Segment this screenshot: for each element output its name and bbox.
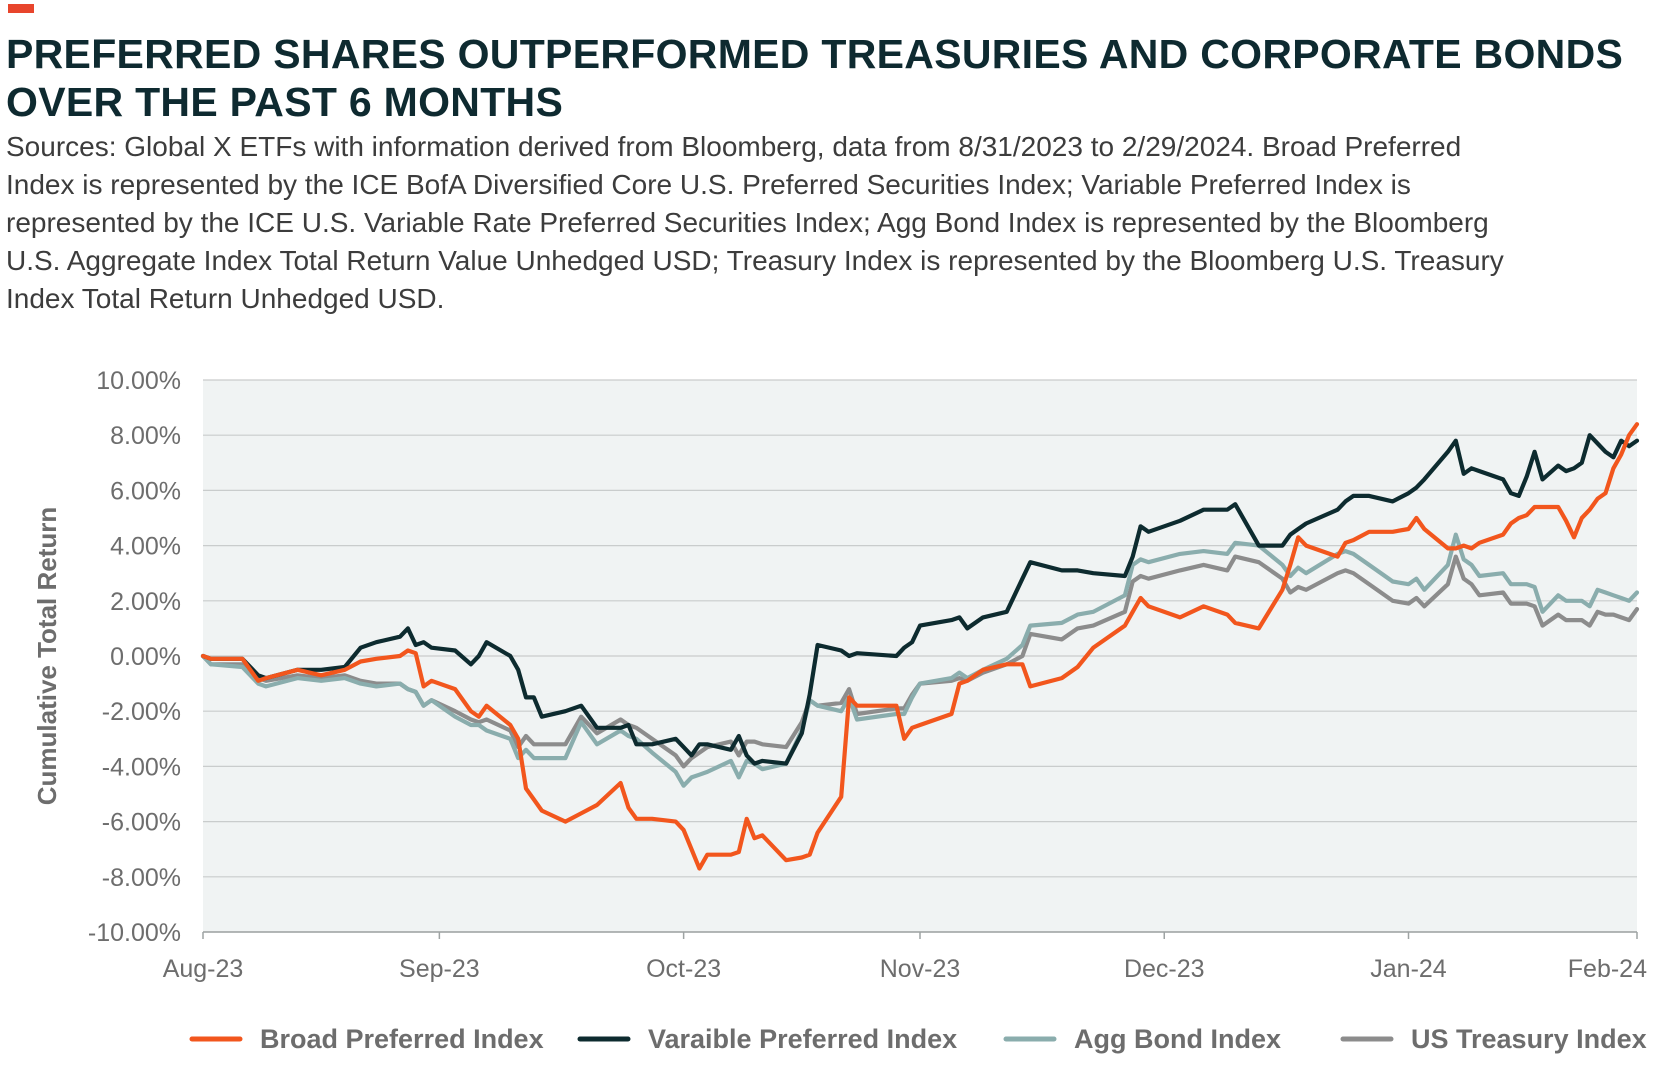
x-tick-label: Feb-24 [1568, 955, 1647, 983]
source-note-line-3: represented by the ICE U.S. Variable Rat… [6, 207, 1489, 238]
chart-title: PREFERRED SHARES OUTPERFORMED TREASURIES… [6, 30, 1646, 126]
y-tick-label: 2.00% [110, 588, 181, 616]
source-note-line-4: U.S. Aggregate Index Total Return Value … [6, 245, 1504, 276]
series-line-us-treasury-index [200, 554, 1640, 769]
legend: Broad Preferred Index Varaible Preferred … [189, 1024, 1647, 1054]
y-tick-label: -8.00% [102, 864, 181, 892]
source-note-line-1: Sources: Global X ETFs with information … [6, 131, 1462, 162]
legend-label-broad-preferred-index: Broad Preferred Index [260, 1024, 544, 1054]
chart-title-line-2: OVER THE PAST 6 MONTHS [6, 79, 564, 125]
source-note: Sources: Global X ETFs with information … [6, 128, 1656, 318]
series-line-broad-preferred-index [200, 422, 1640, 871]
x-tick-label: Aug-23 [163, 955, 244, 983]
y-axis-title: Cumulative Total Return [32, 507, 62, 806]
y-tick-label: 4.00% [110, 533, 181, 561]
y-tick-label: -4.00% [102, 753, 181, 781]
series-lines [200, 422, 1640, 871]
source-note-line-5: Index Total Return Unhedged USD. [6, 283, 445, 314]
x-axis-ticks: Aug-23 Sep-23 Oct-23 Nov-23 Dec-23 Jan-24 Feb-… [163, 932, 1647, 983]
y-tick-label: 8.00% [110, 422, 181, 450]
y-tick-label: -2.00% [102, 698, 181, 726]
legend-label-agg-bond-index: Agg Bond Index [1074, 1024, 1281, 1054]
x-tick-label: Oct-23 [646, 955, 721, 983]
x-tick-label: Nov-23 [880, 955, 961, 983]
series-line-agg-bond-index [200, 532, 1640, 788]
y-tick-label: 10.00% [96, 367, 181, 395]
source-note-line-2: Index is represented by the ICE BofA Div… [6, 169, 1411, 200]
y-tick-label: 0.00% [110, 643, 181, 671]
line-chart: 10.00% 8.00% 6.00% 4.00% 2.00% 0.00% -2.00% -4.… [32, 367, 1647, 1054]
x-tick-label: Sep-23 [399, 955, 480, 983]
legend-label-varaible-preferred-index: Varaible Preferred Index [648, 1024, 957, 1054]
x-tick-label: Jan-24 [1370, 955, 1447, 983]
y-tick-label: 6.00% [110, 477, 181, 505]
series-line-varaible-preferred-index [200, 433, 1640, 766]
brand-accent-bar [8, 4, 34, 13]
legend-label-us-treasury-index: US Treasury Index [1411, 1024, 1647, 1054]
chart-title-line-1: PREFERRED SHARES OUTPERFORMED TREASURIES… [6, 31, 1624, 77]
y-tick-label: -6.00% [102, 809, 181, 837]
y-tick-label: -10.00% [88, 919, 181, 947]
y-axis-ticks: 10.00% 8.00% 6.00% 4.00% 2.00% 0.00% -2.00% -4.… [88, 367, 181, 947]
x-tick-label: Dec-23 [1124, 955, 1205, 983]
